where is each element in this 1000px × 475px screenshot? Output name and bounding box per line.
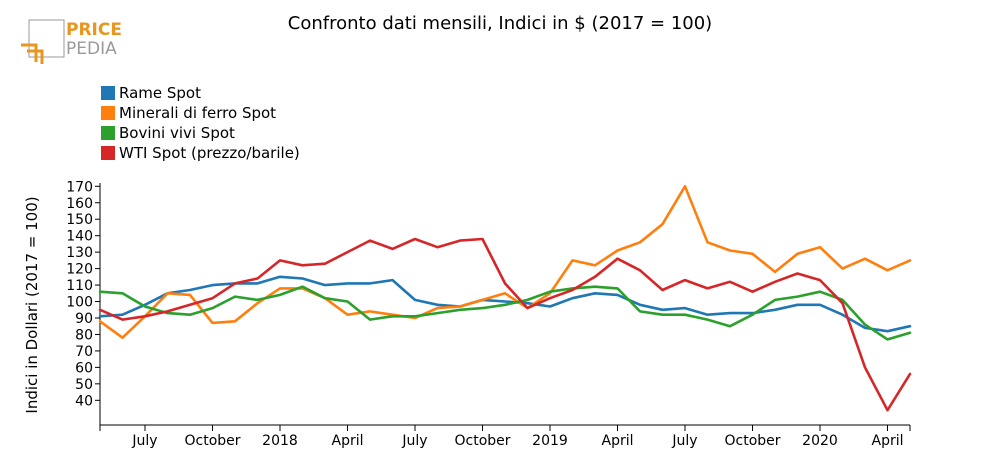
- logo-mark-icon-inner: [27, 49, 44, 64]
- x-tick-label: 2018: [262, 433, 298, 449]
- logo: PRICE PEDIA: [21, 19, 122, 64]
- legend-swatch: [101, 126, 115, 140]
- logo-mark-icon: [21, 43, 38, 62]
- y-axis-label: Indici in Dollari (2017 = 100): [23, 196, 41, 413]
- legend-swatch: [101, 86, 115, 100]
- logo-text-price: PRICE: [66, 20, 122, 40]
- x-tick-label: 2020: [802, 433, 838, 449]
- x-tick-label: April: [332, 433, 364, 449]
- series-line-3: [98, 237, 912, 412]
- x-tick-label: July: [401, 433, 427, 449]
- x-axis: July October 2018 April July October 2019 April…: [99, 424, 911, 449]
- y-tick-label: 50: [75, 377, 93, 393]
- legend: Rame Spot Minerali di ferro Spot Bovini vi…: [101, 84, 300, 162]
- x-tick-label: October: [454, 433, 510, 449]
- y-tick-label: 130: [66, 245, 93, 261]
- x-tick-label: October: [724, 433, 780, 449]
- y-tick-label: 70: [75, 344, 93, 360]
- y-tick-label: 160: [66, 196, 93, 212]
- legend-label: Bovini vivi Spot: [119, 124, 235, 142]
- y-tick-label: 40: [75, 393, 93, 409]
- legend-swatch: [101, 146, 115, 160]
- x-tick-label: July: [131, 433, 157, 449]
- y-tick-label: 110: [66, 278, 93, 294]
- legend-label: WTI Spot (prezzo/barile): [119, 144, 300, 162]
- y-tick-label: 150: [66, 212, 93, 228]
- y-tick-label: 120: [66, 262, 93, 278]
- x-tick-label: April: [602, 433, 634, 449]
- x-tick-label: October: [184, 433, 240, 449]
- y-tick-label: 100: [66, 295, 93, 311]
- chart-title: Confronto dati mensili, Indici in $ (201…: [288, 13, 712, 34]
- series-line-2: [98, 285, 912, 341]
- x-tick-label: July: [671, 433, 697, 449]
- y-tick-label: 80: [75, 327, 93, 343]
- logo-text-pedia: PEDIA: [66, 39, 117, 59]
- x-tick-label: 2019: [532, 433, 568, 449]
- logo-frame: [28, 19, 65, 58]
- y-tick-label: 170: [66, 179, 93, 195]
- series-line-1: [98, 185, 912, 339]
- legend-swatch: [101, 106, 115, 120]
- legend-label: Minerali di ferro Spot: [119, 104, 276, 122]
- legend-label: Rame Spot: [119, 84, 201, 102]
- y-tick-label: 140: [66, 229, 93, 245]
- series-group: [98, 185, 912, 412]
- y-tick-label: 60: [75, 360, 93, 376]
- y-tick-label: 90: [75, 311, 93, 327]
- x-tick-label: April: [872, 433, 904, 449]
